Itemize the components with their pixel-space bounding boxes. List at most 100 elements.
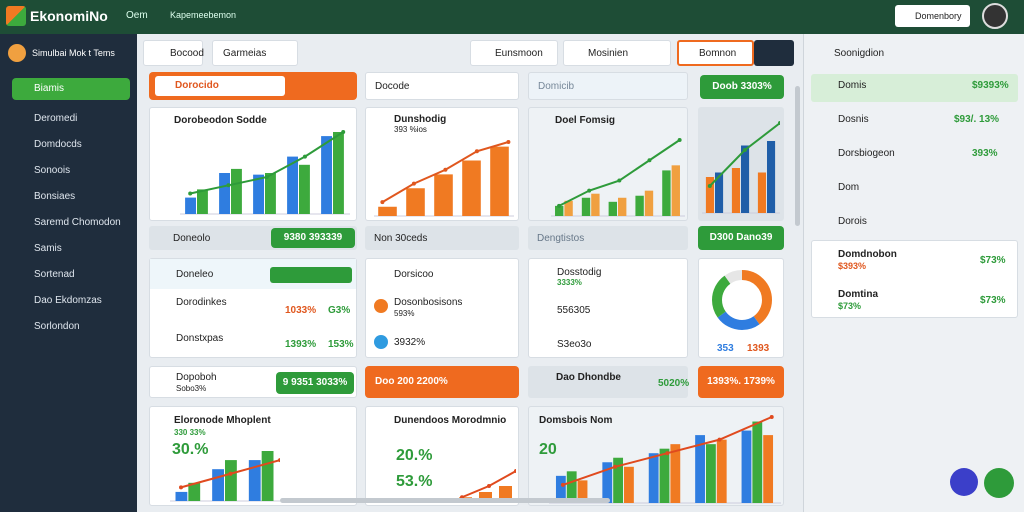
chart-card: Dunendoos Morodmnio 20.% 53.%	[365, 406, 519, 506]
nav-item[interactable]: Sonoois	[34, 165, 71, 176]
bar	[434, 174, 453, 216]
bar	[716, 439, 727, 503]
nav-item[interactable]: Saremd Chomodon	[34, 217, 121, 228]
bar-chart	[551, 138, 685, 217]
donut-segment	[712, 270, 772, 330]
bar	[231, 168, 242, 214]
scrollbar[interactable]	[280, 498, 610, 503]
bar	[767, 141, 776, 213]
trend-point	[778, 121, 780, 125]
strip-button[interactable]: 9 9351 3033%	[276, 372, 354, 394]
input[interactable]: Garmeias	[212, 40, 298, 66]
panel-row-bg	[811, 74, 1018, 102]
dropdown[interactable]: Mosinien	[563, 40, 671, 66]
scrollbar[interactable]	[795, 86, 800, 226]
bar	[555, 475, 566, 503]
button[interactable]: Bomnon	[677, 40, 754, 66]
nav-item[interactable]: Bonsiaes	[34, 191, 76, 202]
trend-point	[587, 188, 592, 193]
nav-item[interactable]: Dao Ekdomzas	[34, 295, 102, 306]
trend-point	[474, 149, 479, 154]
right-panel: Soonigdion Domis $9393% Dosnis $93/. 13% Dor…	[803, 34, 1024, 512]
bar-chart	[170, 451, 280, 502]
header-button[interactable]: Doob 3303%	[700, 75, 784, 99]
chart-title: Domsbois Nom	[539, 415, 613, 426]
header-card-label: Domicib	[538, 81, 575, 92]
chart-card: Domsbois Nom 20	[528, 406, 784, 506]
row-value: $93/. 13%	[954, 114, 1000, 125]
bar	[659, 448, 670, 503]
strip-card: Dao Dhondbe 5020%	[528, 366, 689, 398]
list-card: Dosstodig 3333% 556305 S3eo3o	[528, 258, 688, 358]
nav-item[interactable]: Sorlondon	[34, 321, 80, 332]
strip-label: Dengtistos	[537, 233, 585, 244]
bar	[248, 460, 261, 501]
strip-label: Dao Dhondbe	[556, 372, 621, 383]
strip-button[interactable]: Doo 200 2200%	[365, 366, 519, 398]
fab[interactable]	[984, 468, 1014, 498]
row-label: Domdnobon	[838, 249, 897, 260]
sidebar-user: Simulbai Mok t Tems	[32, 48, 115, 58]
bar	[624, 466, 634, 503]
row-value: 153%	[328, 339, 354, 350]
big-value: 20	[539, 441, 557, 458]
nav-item[interactable]: Biamis	[12, 78, 130, 100]
menu-item[interactable]: Kapemeebemon	[170, 10, 237, 20]
row-label[interactable]: Dosnis	[838, 114, 869, 125]
row-value: 393%	[972, 148, 998, 159]
icon-button[interactable]	[754, 40, 794, 66]
nav-item[interactable]: Sortenad	[34, 269, 75, 280]
avatar[interactable]	[982, 3, 1008, 29]
menu-item[interactable]: Oem	[126, 10, 148, 21]
bar	[212, 469, 224, 501]
bar	[577, 480, 588, 503]
nav-item[interactable]: Deromedi	[34, 113, 78, 124]
strip-button[interactable]: 1393%. 1739%	[698, 366, 784, 398]
nav-item[interactable]: Samis	[34, 243, 62, 254]
chart-title: Dunendoos Morodmnio	[394, 415, 507, 426]
dropdown[interactable]: Eunsmoon	[470, 40, 558, 66]
bar	[185, 197, 196, 214]
bar	[591, 193, 600, 216]
bar	[175, 491, 188, 501]
bar	[613, 457, 624, 503]
bar	[763, 435, 774, 503]
trend-line	[558, 139, 681, 207]
row-value: 1033%	[285, 305, 317, 316]
header-card-label[interactable]: Dorocido	[155, 76, 285, 96]
row-value: $9393%	[972, 80, 1009, 91]
big-value: 20.%	[396, 447, 433, 464]
big-value: 53.%	[396, 473, 433, 490]
bar	[715, 172, 724, 213]
header-button[interactable]: Domenbory	[895, 5, 970, 27]
bar	[670, 444, 681, 503]
trend-point	[443, 167, 448, 172]
bar	[287, 156, 298, 214]
chart-card: Dunshodig 393 %ios	[365, 107, 519, 221]
search[interactable]: Bocood	[143, 40, 204, 66]
row-label: Domtina	[838, 289, 878, 300]
row-label[interactable]: Dom	[838, 182, 860, 193]
input-text: Garmeias	[223, 48, 267, 59]
bar	[333, 132, 344, 214]
dropdown-label: Mosinien	[588, 48, 629, 59]
nav-item[interactable]: Domdocds	[34, 139, 82, 150]
trend-point	[514, 469, 516, 473]
row-label[interactable]: Dorois	[838, 216, 867, 227]
row-label[interactable]: Dorsbiogeon	[838, 148, 895, 159]
strip-button[interactable]: 9380 393339	[271, 228, 355, 248]
bar	[378, 206, 397, 216]
header-card: Dorocido	[149, 72, 357, 100]
bar	[188, 482, 201, 501]
strip-sub: Sobo3%	[176, 384, 207, 393]
fab[interactable]	[950, 468, 978, 496]
trend-point	[179, 485, 183, 490]
strip-button[interactable]: D300 Dano39	[698, 226, 784, 250]
row-value: 3333%	[557, 278, 582, 287]
chart-card: Doel Fomsig	[528, 107, 688, 221]
bar	[253, 174, 264, 214]
row-label[interactable]: Domis	[838, 80, 867, 91]
bar	[499, 486, 512, 501]
icon	[374, 335, 388, 349]
value: 3303%	[740, 81, 772, 92]
